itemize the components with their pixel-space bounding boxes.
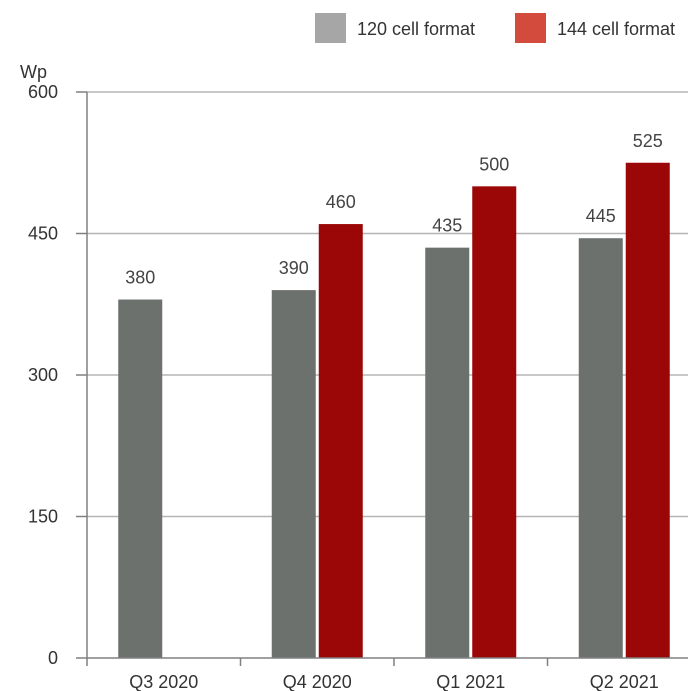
y-tick-label: 600 bbox=[28, 82, 58, 102]
y-axis-ticks: 0 150 300 450 600 bbox=[28, 82, 88, 668]
data-label: 380 bbox=[125, 268, 155, 288]
y-axis-unit-label: Wp bbox=[20, 62, 47, 82]
data-label: 500 bbox=[479, 154, 509, 174]
y-tick-label: 0 bbox=[48, 648, 58, 668]
data-label: 435 bbox=[432, 216, 462, 236]
x-tick-label: Q2 2021 bbox=[590, 672, 659, 691]
data-label: 460 bbox=[326, 192, 356, 212]
bars: 380 390 460 435 500 445 525 bbox=[118, 131, 670, 659]
data-label: 445 bbox=[586, 206, 616, 226]
data-label: 390 bbox=[279, 258, 309, 278]
x-axis: Q3 2020 Q4 2020 Q1 2021 Q2 2021 bbox=[86, 657, 688, 691]
x-tick-label: Q1 2021 bbox=[436, 672, 505, 691]
bar bbox=[578, 238, 623, 658]
y-tick-label: 300 bbox=[28, 365, 58, 385]
bar bbox=[271, 290, 316, 658]
data-label: 525 bbox=[633, 131, 663, 151]
bar bbox=[472, 186, 517, 659]
legend-label-144-cell: 144 cell format bbox=[557, 19, 675, 39]
bar bbox=[318, 224, 363, 659]
legend-label-120-cell: 120 cell format bbox=[357, 19, 475, 39]
legend-swatch-120-cell bbox=[315, 13, 346, 43]
bar bbox=[625, 162, 670, 658]
legend: 120 cell format 144 cell format bbox=[315, 13, 675, 43]
x-tick-label: Q3 2020 bbox=[129, 672, 198, 691]
bar bbox=[425, 247, 470, 658]
y-tick-label: 150 bbox=[28, 507, 58, 527]
x-tick-label: Q4 2020 bbox=[283, 672, 352, 691]
legend-swatch-144-cell bbox=[515, 13, 546, 43]
bar bbox=[118, 299, 163, 658]
y-tick-label: 450 bbox=[28, 224, 58, 244]
